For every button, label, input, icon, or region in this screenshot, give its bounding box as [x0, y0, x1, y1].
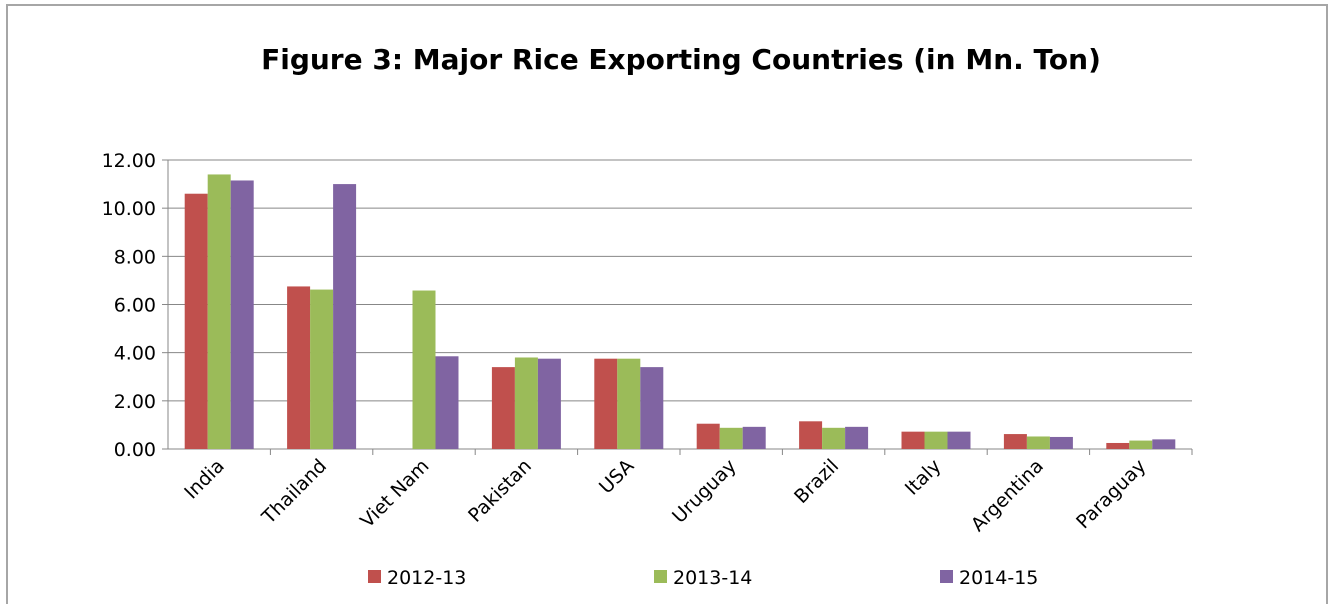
x-tick-label: Pakistan [464, 455, 536, 527]
y-tick-label: 8.00 [114, 246, 156, 268]
y-tick-label: 10.00 [102, 198, 156, 220]
bar-2013-14-brazil [822, 427, 846, 449]
bar-2014-15-pakistan [537, 358, 561, 449]
bar-2014-15-brazil [845, 426, 869, 449]
bar-2012-13-pakistan [491, 367, 515, 449]
x-tick-label: Italy [901, 455, 946, 500]
bar-2014-15-paraguay [1152, 439, 1176, 449]
y-tick-label: 6.00 [114, 295, 156, 317]
bars [184, 174, 1176, 450]
bar-2014-15-thailand [333, 184, 357, 450]
bar-2012-13-brazil [799, 421, 823, 449]
legend: 2012-13 2013-14 2014-15 [368, 567, 1038, 589]
bar-2012-13-paraguay [1106, 442, 1130, 449]
bar-2012-13-argentina [1003, 434, 1027, 449]
y-tick-label: 4.00 [114, 343, 156, 365]
bar-2013-14-italy [924, 431, 948, 449]
bar-2014-15-argentina [1049, 436, 1073, 449]
bar-2014-15-india [230, 180, 254, 450]
x-tick-label: Thailand [257, 455, 331, 529]
x-tick-label: Paraguay [1072, 455, 1150, 533]
chart-frame: Figure 3: Major Rice Exporting Countries… [6, 4, 1328, 604]
bar-2012-13-italy [901, 431, 925, 449]
bar-2013-14-pakistan [514, 357, 538, 449]
bar-2012-13-usa [594, 358, 618, 449]
chart-title: Figure 3: Major Rice Exporting Countries… [261, 43, 1101, 76]
y-tick-label: 2.00 [114, 391, 156, 413]
bar-2012-13-india [184, 193, 208, 449]
x-tick-labels: India Thailand Viet Nam Pakistan USA Uruguay B… [180, 455, 1150, 536]
bar-2013-14-paraguay [1129, 440, 1153, 449]
bar-2013-14-argentina [1026, 436, 1050, 449]
y-tick-label: 12.00 [102, 150, 156, 172]
bar-2012-13-thailand [287, 286, 311, 449]
legend-label-2013-14: 2013-14 [673, 567, 752, 589]
x-tick-label: Brazil [790, 455, 843, 508]
chart-svg: Figure 3: Major Rice Exporting Countries… [102, 43, 1193, 589]
bar-2014-15-usa [640, 367, 664, 449]
bar-2013-14-thailand [310, 289, 334, 449]
legend-label-2012-13: 2012-13 [387, 567, 466, 589]
y-tick-label: 0.00 [114, 439, 156, 461]
bar-2013-14-uruguay [719, 427, 743, 449]
bar-2014-15-uruguay [742, 426, 766, 449]
bar-2013-14-usa [617, 358, 641, 449]
bar-2013-14-india [207, 174, 231, 449]
bar-2013-14-viet-nam [412, 290, 436, 449]
bar-2012-13-uruguay [696, 423, 720, 449]
bar-2014-15-viet-nam [435, 356, 459, 449]
x-tick-label: USA [595, 455, 638, 498]
legend-swatch-2013-14 [654, 570, 667, 583]
legend-swatch-2014-15 [940, 570, 953, 583]
legend-swatch-2012-13 [368, 570, 381, 583]
bar-2014-15-italy [947, 431, 971, 449]
x-tick-label: Argentina [967, 455, 1048, 536]
legend-label-2014-15: 2014-15 [959, 567, 1038, 589]
x-tick-label: Viet Nam [356, 455, 433, 532]
y-tick-labels: 0.00 2.00 4.00 6.00 8.00 10.00 12.00 [102, 150, 156, 461]
x-tick-label: India [180, 455, 229, 504]
x-tick-label: Uruguay [668, 455, 741, 528]
